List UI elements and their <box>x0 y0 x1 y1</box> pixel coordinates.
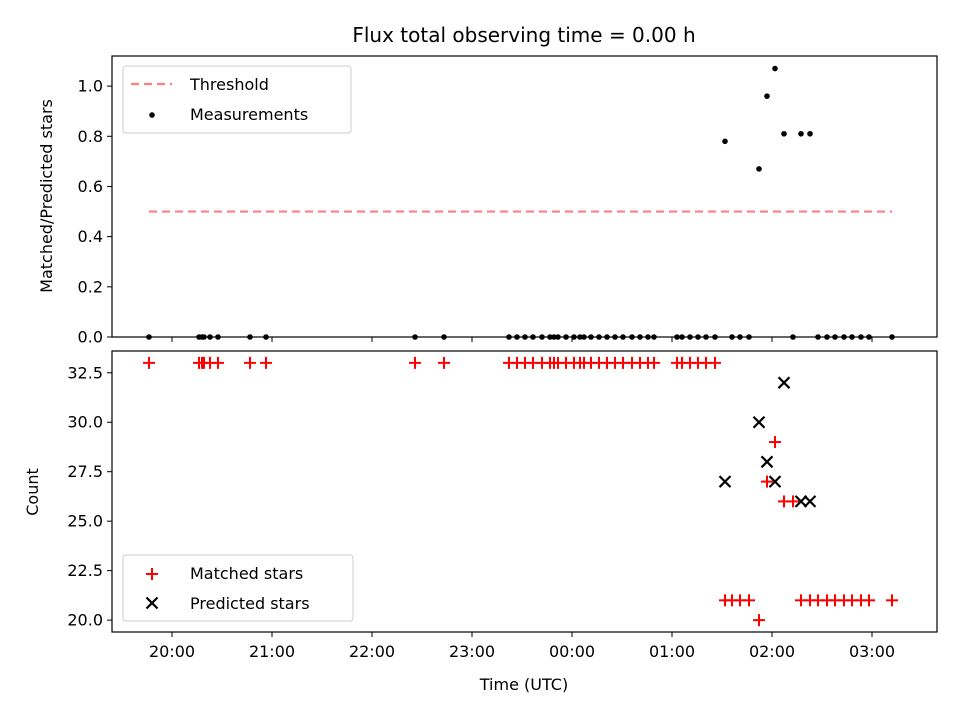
top-y-tick-label: 1.0 <box>78 77 103 96</box>
top-legend: Threshold Measurements <box>122 65 352 134</box>
bottom-x-tick-label: 01:00 <box>649 642 695 661</box>
legend-predicted-swatch <box>145 596 159 610</box>
matched-star-point <box>769 436 781 449</box>
top-y-tick-label: 0.8 <box>78 127 103 146</box>
top-y-tick-label: 0.2 <box>78 277 103 296</box>
measurement-point <box>781 130 787 137</box>
predicted-star-point <box>777 376 791 389</box>
legend-matched-swatch <box>146 568 158 580</box>
matched-star-point <box>409 356 421 369</box>
top-y-tick-label: 0.4 <box>78 227 103 246</box>
top-y-axis-label: Matched/Predicted stars <box>37 99 56 293</box>
predicted-star-point <box>803 495 817 508</box>
bottom-y-tick-label: 27.5 <box>67 462 103 481</box>
matched-star-point <box>143 356 155 369</box>
matched-star-point <box>648 356 660 369</box>
bottom-x-tick-label: 02:00 <box>749 642 795 661</box>
measurement-point <box>798 130 804 137</box>
measurement-point <box>807 130 813 137</box>
bottom-x-tick-label: 21:00 <box>249 642 295 661</box>
bottom-legend-frame <box>122 554 354 622</box>
bottom-y-tick-label: 20.0 <box>67 611 103 630</box>
predicted-star-point <box>768 475 782 488</box>
legend-measurements-swatch <box>149 112 155 118</box>
matched-star-point <box>438 356 450 369</box>
matched-star-point <box>761 475 773 488</box>
matched-star-point <box>787 495 799 508</box>
bottom-axes: 20.0 22.5 25.0 27.5 30.0 32.5 20:00 21:00 22:00 2… <box>67 350 938 661</box>
bottom-y-tick-label: 32.5 <box>67 363 103 382</box>
bottom-y-axis-label: Count <box>23 468 42 516</box>
predicted-star-point <box>752 415 766 429</box>
predicted-star-point <box>718 475 732 488</box>
bottom-y-tick-label: 22.5 <box>67 561 103 580</box>
top-axes-frame <box>111 55 938 338</box>
legend-threshold-label: Threshold <box>189 75 269 94</box>
chart-title: Flux total observing time = 0.00 h <box>352 23 695 47</box>
predicted-star-point <box>760 455 774 469</box>
matched-star-point <box>244 356 256 369</box>
legend-predicted-label: Predicted stars <box>190 594 310 613</box>
bottom-x-tick-label: 22:00 <box>349 642 395 661</box>
matched-star-point <box>260 356 272 369</box>
measurement-point <box>722 138 728 145</box>
matched-star-point <box>212 356 224 369</box>
matched-star-point <box>886 594 898 607</box>
bottom-x-tick-label: 03:00 <box>849 642 895 661</box>
predicted-star-point <box>794 495 808 508</box>
matched-star-point <box>863 594 875 607</box>
bottom-x-tick-label: 20:00 <box>149 642 195 661</box>
measurement-point <box>756 166 762 172</box>
matched-star-point <box>753 614 765 627</box>
bottom-y-tick-label: 25.0 <box>67 512 103 531</box>
legend-matched-label: Matched stars <box>190 564 303 583</box>
legend-measurements-label: Measurements <box>190 105 308 124</box>
top-y-tick-label: 0.0 <box>78 328 103 347</box>
measurement-point <box>764 93 770 99</box>
matched-star-point <box>743 594 755 607</box>
bottom-x-tick-label: 00:00 <box>549 642 595 661</box>
top-y-tick-label: 0.6 <box>78 177 103 196</box>
bottom-axes-frame <box>111 350 938 633</box>
measurement-point <box>772 65 778 72</box>
bottom-x-tick-label: 23:00 <box>449 642 495 661</box>
matched-star-point <box>709 356 721 369</box>
top-legend-frame <box>122 65 352 134</box>
bottom-legend: Matched stars Predicted stars <box>122 554 354 622</box>
bottom-y-tick-label: 30.0 <box>67 413 103 432</box>
top-axes: 0.0 0.2 0.4 0.6 0.8 1.0 Threshold Measurements <box>78 55 938 347</box>
x-axis-label: Time (UTC) <box>479 675 568 694</box>
